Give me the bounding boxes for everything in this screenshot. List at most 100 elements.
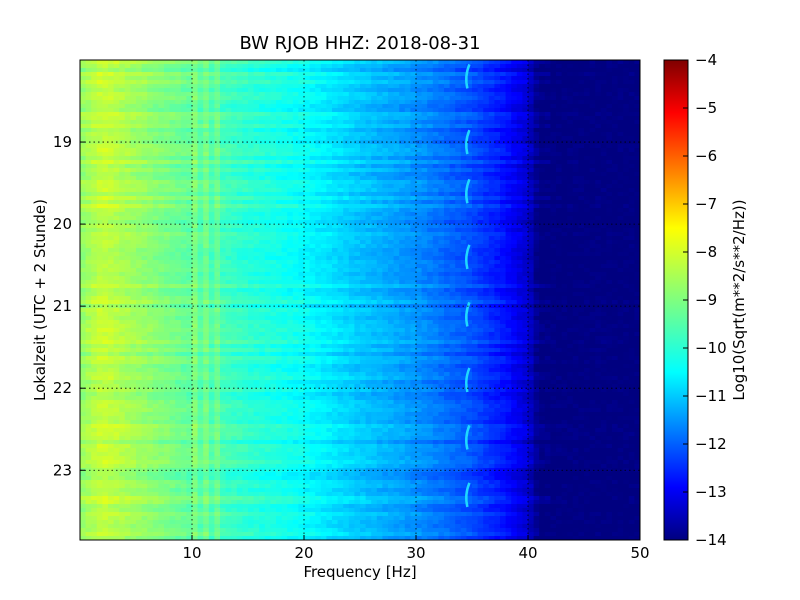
heatmap-cell — [628, 132, 635, 137]
heatmap-cell — [354, 232, 361, 237]
heatmap-cell — [505, 220, 512, 225]
heatmap-cell — [466, 200, 473, 205]
heatmap-cell — [231, 176, 238, 181]
heatmap-cell — [612, 168, 618, 173]
heatmap-cell — [382, 120, 389, 125]
heatmap-cell — [416, 156, 422, 161]
heatmap-cell — [124, 228, 131, 233]
heatmap-cell — [231, 164, 238, 169]
heatmap-cell — [108, 148, 114, 153]
heatmap-cell — [326, 172, 333, 177]
heatmap-cell — [113, 172, 120, 177]
heatmap-cell — [124, 100, 131, 105]
heatmap-cell — [158, 208, 165, 213]
heatmap-cell — [96, 140, 103, 145]
heatmap-cell — [348, 240, 355, 245]
heatmap-cell — [466, 72, 473, 77]
heatmap-cell — [427, 184, 434, 189]
heatmap-cell — [281, 88, 288, 93]
heatmap-cell — [208, 180, 215, 185]
heatmap-cell — [80, 80, 86, 85]
heatmap-cell — [326, 76, 333, 81]
heatmap-cell — [550, 256, 557, 261]
heatmap-cell — [309, 88, 316, 93]
heatmap-cell — [556, 152, 562, 157]
heatmap-cell — [326, 124, 333, 129]
heatmap-cell — [595, 220, 602, 225]
heatmap-cell — [91, 196, 98, 201]
heatmap-cell — [304, 228, 310, 233]
heatmap-cell — [388, 128, 394, 133]
heatmap-cell — [337, 184, 344, 189]
heatmap-cell — [259, 72, 266, 77]
heatmap-cell — [600, 88, 607, 93]
heatmap-cell — [612, 156, 618, 161]
heatmap-cell — [320, 104, 327, 109]
heatmap-cell — [242, 92, 249, 97]
heatmap-cell — [337, 60, 344, 65]
heatmap-cell — [320, 108, 327, 113]
heatmap-cell — [550, 84, 557, 89]
heatmap-cell — [326, 96, 333, 101]
heatmap-cell — [488, 72, 495, 77]
heatmap-cell — [522, 176, 529, 181]
heatmap-cell — [416, 132, 422, 137]
heatmap-cell — [466, 220, 473, 225]
heatmap-cell — [320, 124, 327, 129]
heatmap-cell — [147, 228, 154, 233]
heatmap-cell — [500, 144, 506, 149]
heatmap-cell — [197, 224, 204, 229]
heatmap-cell — [225, 124, 232, 129]
heatmap-cell — [472, 180, 478, 185]
heatmap-cell — [253, 184, 260, 189]
heatmap-cell — [287, 164, 294, 169]
heatmap-cell — [449, 132, 456, 137]
heatmap-cell — [270, 72, 277, 77]
heatmap-cell — [494, 76, 501, 81]
heatmap-cell — [600, 240, 607, 245]
heatmap-cell — [617, 192, 624, 197]
heatmap-cell — [416, 96, 422, 101]
heatmap-cell — [208, 64, 215, 69]
heatmap-cell — [505, 176, 512, 181]
heatmap-cell — [595, 144, 602, 149]
heatmap-cell — [102, 228, 109, 233]
heatmap-cell — [124, 60, 131, 65]
heatmap-cell — [505, 80, 512, 85]
heatmap-cell — [203, 180, 210, 185]
heatmap-cell — [556, 148, 562, 153]
heatmap-cell — [528, 156, 534, 161]
heatmap-cell — [404, 120, 411, 125]
heatmap-cell — [578, 96, 585, 101]
heatmap-cell — [505, 228, 512, 233]
heatmap-cell — [276, 108, 282, 113]
heatmap-cell — [141, 96, 148, 101]
heatmap-cell — [533, 220, 540, 225]
heatmap-cell — [376, 64, 383, 69]
heatmap-cell — [130, 188, 137, 193]
heatmap-cell — [606, 192, 613, 197]
heatmap-cell — [292, 104, 299, 109]
heatmap-cell — [533, 192, 540, 197]
heatmap-cell — [494, 168, 501, 173]
heatmap-cell — [382, 100, 389, 105]
heatmap-cell — [276, 92, 282, 97]
heatmap-cell — [382, 116, 389, 121]
heatmap-cell — [438, 220, 445, 225]
heatmap-cell — [180, 112, 187, 117]
heatmap-cell — [197, 60, 204, 65]
heatmap-cell — [550, 196, 557, 201]
heatmap-cell — [494, 132, 501, 137]
heatmap-cell — [113, 80, 120, 85]
heatmap-cell — [416, 212, 422, 217]
heatmap-cell — [130, 148, 137, 153]
heatmap-cell — [281, 180, 288, 185]
heatmap-cell — [248, 168, 254, 173]
heatmap-cell — [455, 136, 462, 141]
heatmap-cell — [539, 168, 546, 173]
heatmap-cell — [572, 164, 579, 169]
heatmap-cell — [348, 80, 355, 85]
heatmap-cell — [567, 100, 574, 105]
heatmap-cell — [567, 104, 574, 109]
heatmap-cell — [466, 164, 473, 169]
